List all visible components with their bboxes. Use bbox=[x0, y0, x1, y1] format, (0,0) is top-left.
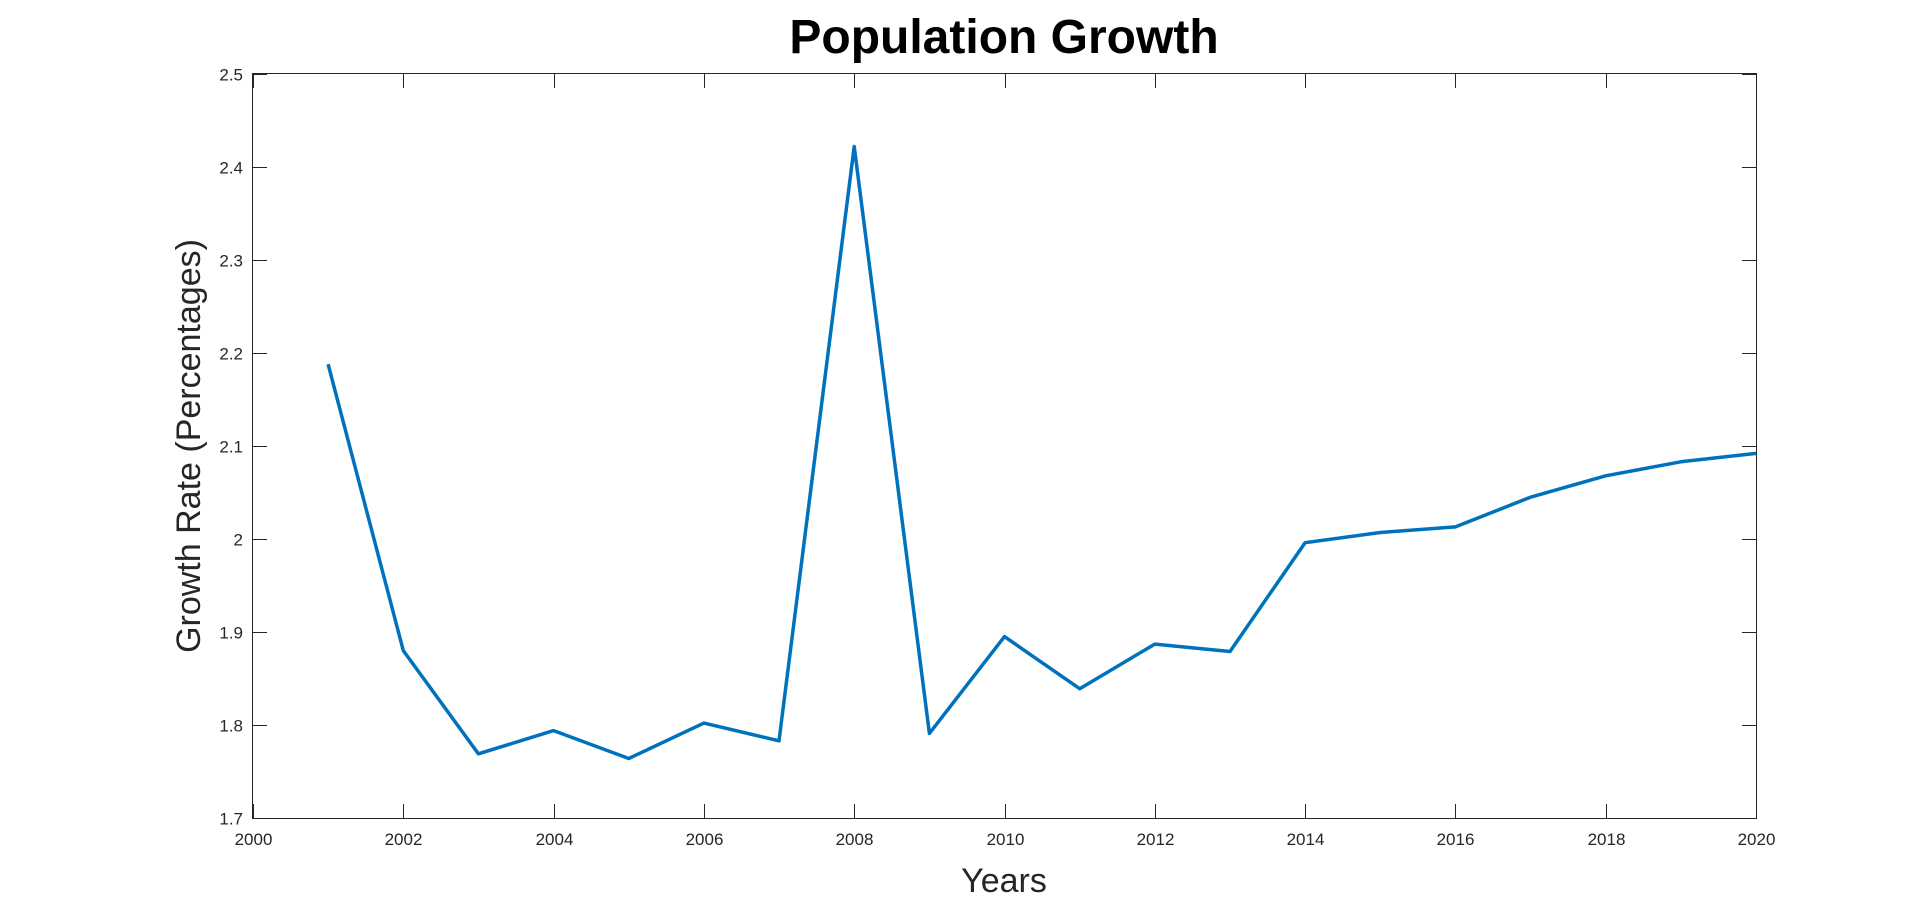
y-axis-label: Growth Rate (Percentages) bbox=[170, 239, 208, 653]
y-tick-label: 2.5 bbox=[219, 66, 243, 85]
chart-title: Population Growth bbox=[789, 11, 1218, 64]
x-tick-label: 2006 bbox=[686, 830, 724, 849]
x-tick-label: 2012 bbox=[1137, 830, 1175, 849]
series-line bbox=[326, 144, 1757, 761]
x-tick-label: 2008 bbox=[836, 830, 874, 849]
x-tick-label: 2004 bbox=[536, 830, 574, 849]
y-tick-label: 1.9 bbox=[219, 624, 243, 643]
x-tick-label: 2016 bbox=[1437, 830, 1475, 849]
x-axis-label: Years bbox=[961, 862, 1047, 900]
x-tick-label: 2010 bbox=[987, 830, 1025, 849]
y-tick-label: 1.8 bbox=[219, 717, 243, 736]
x-tick-label: 2018 bbox=[1588, 830, 1626, 849]
y-tick-label: 2.3 bbox=[219, 252, 243, 271]
y-tick-label: 2.2 bbox=[219, 345, 243, 364]
series-layer bbox=[326, 144, 1757, 761]
x-tick-label: 2020 bbox=[1738, 830, 1776, 849]
y-tick-label: 2.4 bbox=[219, 159, 243, 178]
x-tick-label: 2014 bbox=[1287, 830, 1325, 849]
y-tick-label: 1.7 bbox=[219, 810, 243, 829]
x-tick-label: 2000 bbox=[235, 830, 273, 849]
x-axis: 2000 2002 2004 2006 2008 2010 2012 2014 2016 2018… bbox=[235, 74, 1776, 849]
y-tick-label: 2.1 bbox=[219, 438, 243, 457]
x-tick-label: 2002 bbox=[385, 830, 423, 849]
y-tick-label: 2 bbox=[234, 531, 243, 550]
plot-area bbox=[252, 73, 1757, 819]
y-axis: 1.7 1.8 1.9 2 2.1 2.2 2.3 2.4 2.5 bbox=[219, 66, 1756, 829]
